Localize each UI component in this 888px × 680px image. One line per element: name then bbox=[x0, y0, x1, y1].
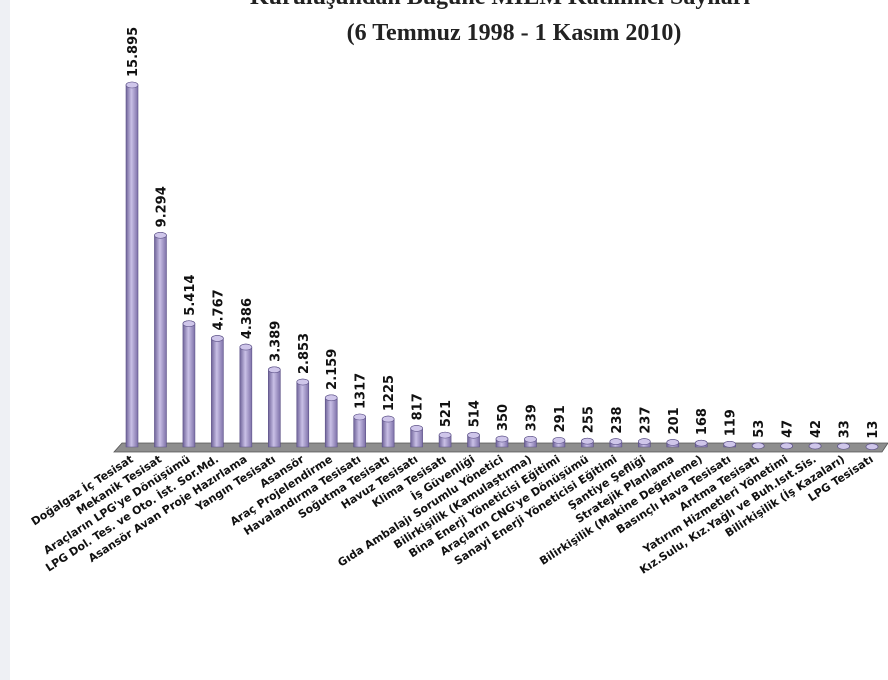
value-label: 255 bbox=[581, 406, 596, 433]
bar-cap bbox=[638, 438, 651, 445]
bar-cap bbox=[694, 439, 708, 447]
value-label: 119 bbox=[724, 409, 739, 436]
bar-cap bbox=[211, 335, 224, 342]
value-label: 350 bbox=[496, 404, 511, 431]
bar-cap bbox=[609, 438, 623, 445]
chart-title: Kuruluşundan Bugüne MİEM Katılımcı Sayıl… bbox=[250, 0, 750, 10]
bar-cap bbox=[182, 320, 196, 327]
value-label: 238 bbox=[610, 406, 625, 433]
value-label: 3.389 bbox=[268, 321, 283, 362]
bar-cap bbox=[808, 442, 822, 450]
bar-cap bbox=[353, 413, 366, 421]
bar bbox=[125, 81, 139, 448]
value-label: 291 bbox=[553, 405, 568, 432]
bar-cap bbox=[381, 415, 395, 423]
value-label: 47 bbox=[781, 420, 796, 438]
bar-cap bbox=[296, 378, 310, 386]
value-label: 4.386 bbox=[240, 298, 255, 339]
value-label: 9.294 bbox=[154, 186, 169, 227]
value-label: 2.853 bbox=[297, 333, 312, 374]
value-label: 13 bbox=[866, 421, 881, 439]
bar bbox=[182, 320, 196, 448]
value-label: 514 bbox=[468, 400, 483, 427]
bar-cap bbox=[837, 442, 850, 450]
bar-cap bbox=[410, 425, 423, 432]
bar-cap bbox=[865, 443, 879, 451]
value-label: 1317 bbox=[354, 373, 369, 409]
bar bbox=[324, 394, 338, 448]
value-label: 201 bbox=[667, 407, 682, 434]
value-label: 2.159 bbox=[325, 349, 340, 390]
value-label: 53 bbox=[752, 420, 767, 438]
bar-cap bbox=[581, 437, 594, 445]
bar-cap bbox=[780, 442, 793, 450]
bar-cap bbox=[495, 435, 509, 443]
chart-subtitle: (6 Temmuz 1998 - 1 Kasım 2010) bbox=[347, 20, 682, 46]
bar-cap bbox=[723, 440, 736, 448]
bar bbox=[211, 335, 224, 448]
bar-cap bbox=[467, 431, 480, 439]
value-label: 15.895 bbox=[126, 27, 141, 77]
value-label: 521 bbox=[439, 400, 454, 427]
bar bbox=[296, 378, 310, 448]
value-label: 1225 bbox=[382, 375, 397, 411]
bar-cap bbox=[324, 394, 338, 402]
left-edge bbox=[0, 0, 10, 680]
bar-cap bbox=[524, 435, 537, 443]
value-label: 817 bbox=[411, 393, 426, 420]
value-label: 4.767 bbox=[211, 289, 226, 330]
value-label: 237 bbox=[638, 406, 653, 433]
bar-cap bbox=[125, 81, 139, 89]
bar-cap bbox=[751, 442, 765, 450]
value-label: 5.414 bbox=[183, 275, 198, 316]
bar bbox=[154, 232, 167, 448]
bar-cap bbox=[154, 232, 167, 239]
value-label: 42 bbox=[809, 420, 824, 438]
value-label: 339 bbox=[524, 404, 539, 431]
value-label: 33 bbox=[838, 420, 853, 438]
bar-cap bbox=[666, 439, 680, 446]
bar bbox=[268, 366, 281, 448]
value-label: 168 bbox=[695, 408, 710, 435]
bar-cap bbox=[239, 343, 253, 351]
bar bbox=[239, 343, 253, 448]
bar-cap bbox=[438, 431, 452, 439]
bar-cap bbox=[552, 437, 566, 444]
bar-cap bbox=[268, 366, 281, 374]
